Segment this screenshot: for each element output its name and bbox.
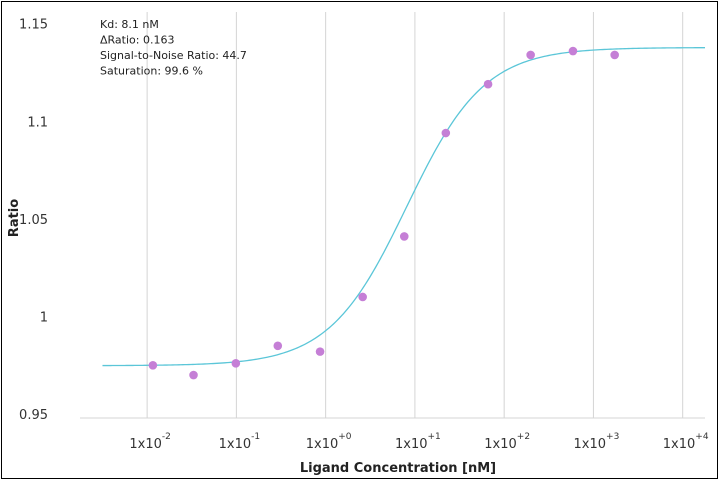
- data-point-10: [568, 46, 578, 56]
- y-tick-label-4: 1.15: [19, 18, 48, 33]
- fit-curve: [102, 47, 706, 367]
- grid-lines: [146, 12, 684, 418]
- annotation-line-0: Kd: 8.1 nM: [100, 18, 159, 31]
- annotation-line-3: Saturation: 99.6 %: [100, 65, 203, 78]
- y-tick-label-0: 0.95: [19, 408, 48, 423]
- x-axis-title: Ligand Concentration [nM]: [300, 461, 496, 476]
- data-point-1: [189, 370, 198, 380]
- x-tick-label-4: 1x10+2: [484, 432, 530, 452]
- x-tick-label-1: 1x10-1: [219, 432, 260, 452]
- data-point-9: [526, 50, 535, 60]
- y-tick-label-1: 1: [40, 311, 48, 326]
- x-tick-label-2: 1x10+0: [306, 432, 352, 452]
- data-point-7: [441, 128, 451, 138]
- x-tick-label-6: 1x10+4: [663, 432, 709, 452]
- y-tick-label-3: 1.1: [27, 115, 48, 130]
- y-tick-labels: 0.95 1 1.05 1.1 1.15: [19, 18, 48, 423]
- data-point-0: [148, 360, 158, 370]
- annotation-box: Kd: 8.1 nM ΔRatio: 0.163 Signal-to-Noise R…: [100, 18, 247, 78]
- data-point-8: [483, 79, 493, 89]
- y-axis-title: Ratio: [7, 199, 22, 237]
- x-tick-label-0: 1x10-2: [129, 432, 171, 452]
- data-point-6: [399, 232, 409, 241]
- x-tick-label-5: 1x10+3: [574, 432, 620, 452]
- annotation-line-2: Signal-to-Noise Ratio: 44.7: [100, 49, 247, 62]
- data-point-5: [358, 292, 367, 302]
- x-tick-label-3: 1x10+1: [395, 432, 441, 452]
- x-tick-labels: 1x10-2 1x10-1 1x10+0 1x10+1 1x10+2 1x10+3 1x10…: [129, 432, 708, 452]
- data-point-11: [610, 50, 619, 60]
- y-tick-label-2: 1.05: [19, 213, 48, 228]
- data-points: [148, 46, 619, 380]
- data-point-2: [231, 359, 241, 368]
- data-point-3: [273, 341, 283, 351]
- data-point-4: [315, 347, 325, 356]
- fit-curve-group: [102, 47, 706, 367]
- annotation-line-1: ΔRatio: 0.163: [100, 34, 174, 47]
